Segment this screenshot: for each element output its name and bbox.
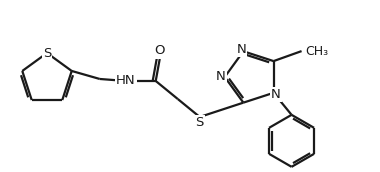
Text: S: S (43, 46, 51, 60)
Text: N: N (236, 43, 246, 56)
Text: O: O (155, 45, 165, 57)
Text: CH₃: CH₃ (306, 45, 329, 58)
Text: HN: HN (116, 74, 136, 88)
Text: N: N (271, 88, 280, 101)
Text: N: N (216, 71, 226, 83)
Text: S: S (196, 116, 204, 130)
